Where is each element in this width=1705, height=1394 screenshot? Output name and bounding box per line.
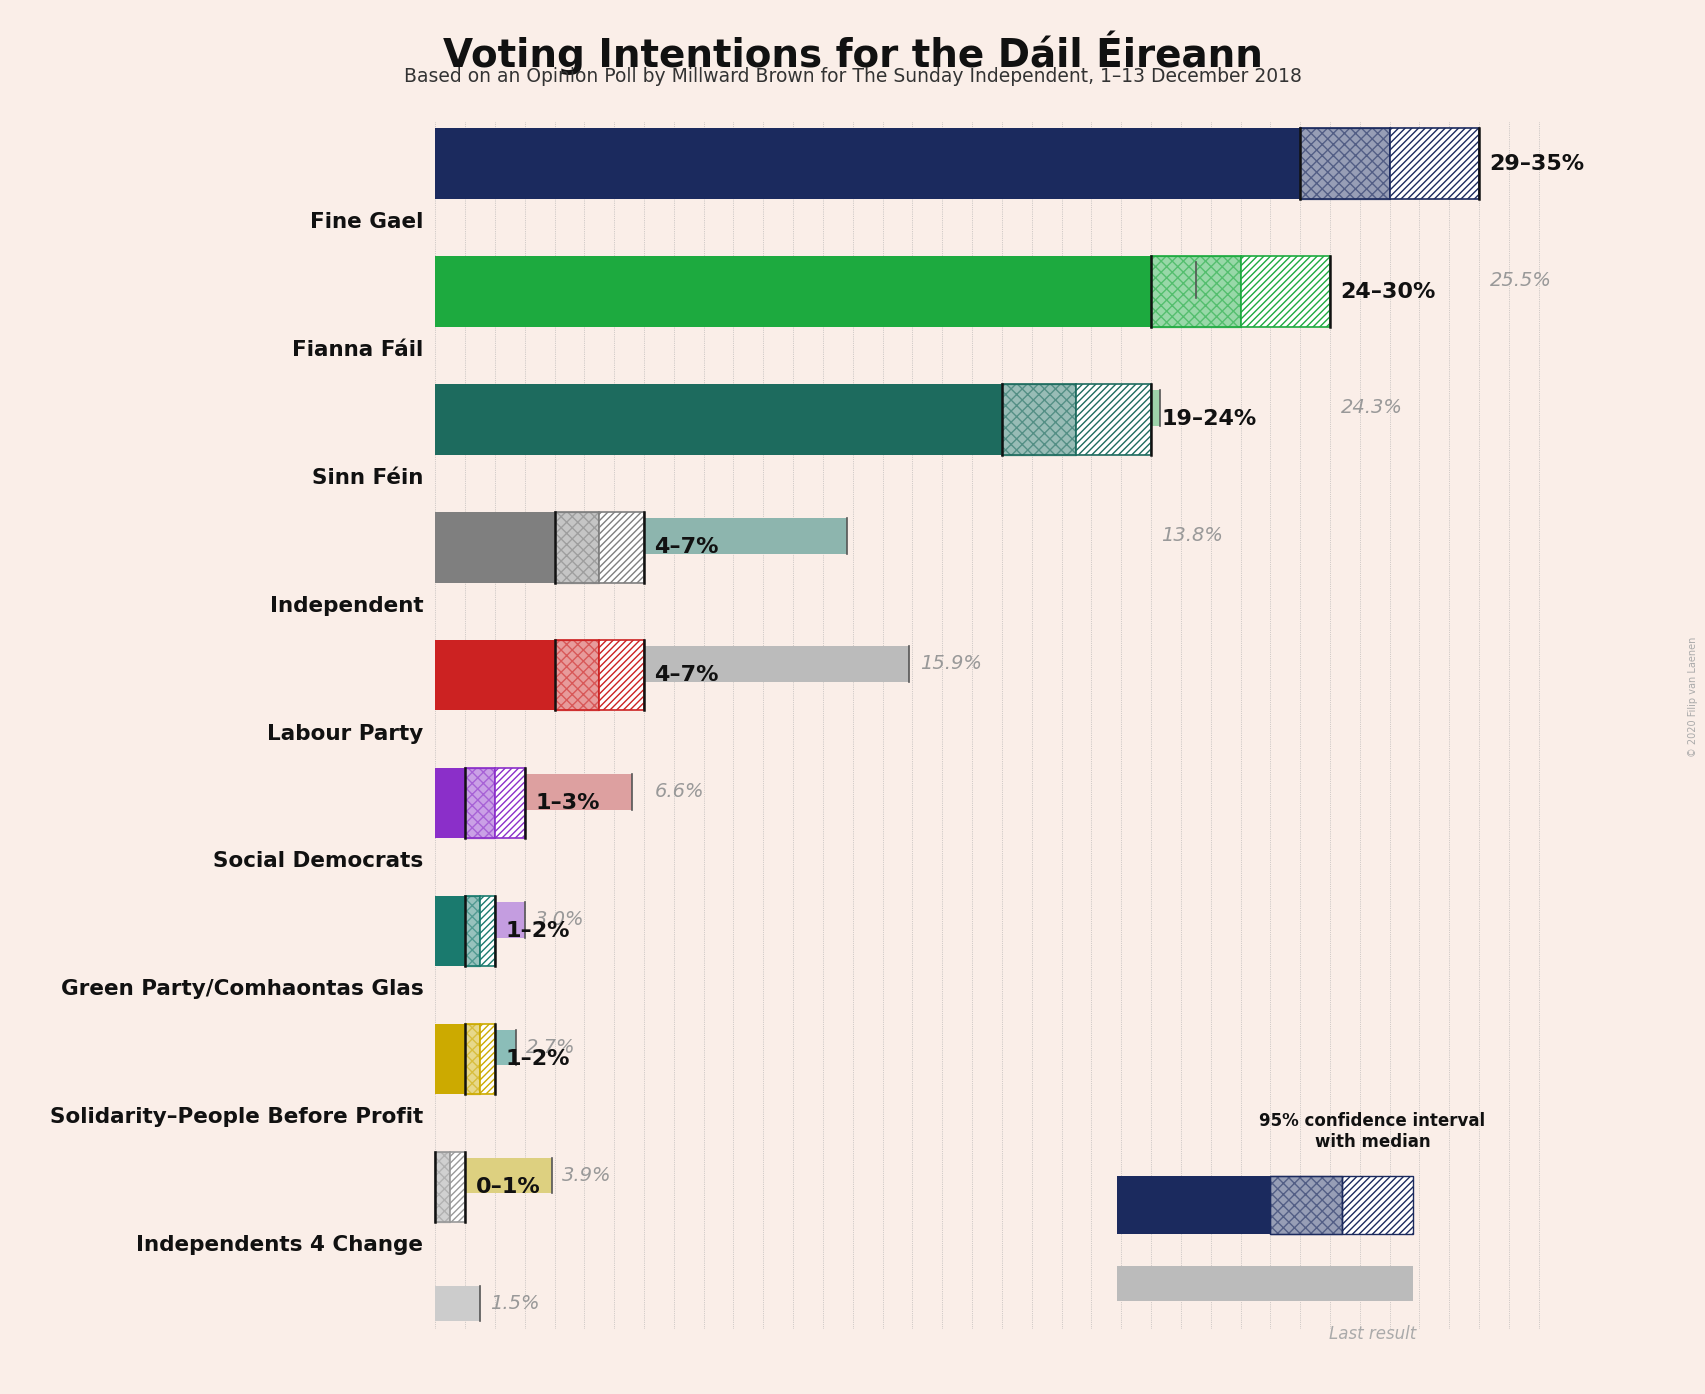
Bar <box>479 896 494 966</box>
Bar <box>435 645 909 682</box>
Text: © 2020 Filip van Laenen: © 2020 Filip van Laenen <box>1688 637 1698 757</box>
Text: Fine Gael: Fine Gael <box>310 212 423 231</box>
Bar <box>554 512 598 583</box>
Text: 29–35%: 29–35% <box>1490 153 1584 174</box>
Bar <box>1270 1177 1342 1234</box>
Text: Social Democrats: Social Democrats <box>213 852 423 871</box>
Bar <box>450 1151 465 1223</box>
Bar <box>435 512 554 583</box>
Bar <box>465 1025 479 1094</box>
Text: 3.0%: 3.0% <box>535 910 585 930</box>
Bar <box>598 512 644 583</box>
Bar <box>598 640 644 711</box>
Bar <box>465 896 479 966</box>
Bar <box>465 768 494 838</box>
Text: 4–7%: 4–7% <box>655 665 720 686</box>
Bar <box>479 1025 494 1094</box>
Bar <box>1301 128 1390 199</box>
Bar <box>435 128 1301 199</box>
Text: 3.9%: 3.9% <box>563 1165 612 1185</box>
Text: Sinn Féin: Sinn Féin <box>312 467 423 488</box>
Text: 19–24%: 19–24% <box>1161 410 1257 429</box>
Bar <box>435 256 1151 326</box>
Bar <box>1003 385 1076 454</box>
Text: 1–3%: 1–3% <box>535 793 600 813</box>
Text: Based on an Opinion Poll by Millward Brown for The Sunday Independent, 1–13 Dece: Based on an Opinion Poll by Millward Bro… <box>404 67 1301 86</box>
Bar <box>465 896 479 966</box>
Bar <box>435 262 1195 298</box>
Bar <box>465 1025 479 1094</box>
Bar <box>435 519 847 553</box>
Bar <box>465 896 479 966</box>
Text: Solidarity–People Before Profit: Solidarity–People Before Profit <box>49 1107 423 1128</box>
Bar <box>1003 385 1076 454</box>
Text: 15.9%: 15.9% <box>921 654 982 673</box>
Bar <box>435 1151 450 1223</box>
Bar <box>494 768 525 838</box>
Text: 13.8%: 13.8% <box>1161 527 1224 545</box>
Bar <box>554 512 598 583</box>
Bar <box>1390 128 1480 199</box>
Bar <box>435 385 1003 454</box>
Bar <box>1270 1177 1342 1234</box>
Text: 95% confidence interval
with median: 95% confidence interval with median <box>1260 1112 1485 1150</box>
Text: 24.3%: 24.3% <box>1340 399 1402 417</box>
Bar <box>1003 385 1076 454</box>
Bar <box>554 640 598 711</box>
Bar <box>435 640 554 711</box>
Bar <box>435 1285 479 1322</box>
Text: Green Party/Comhaontas Glas: Green Party/Comhaontas Glas <box>60 980 423 999</box>
Bar <box>554 640 598 711</box>
Text: 1.5%: 1.5% <box>491 1294 540 1313</box>
Bar <box>1151 256 1241 326</box>
Text: Independent: Independent <box>269 595 423 616</box>
Text: 1–2%: 1–2% <box>505 921 569 941</box>
Text: 25.5%: 25.5% <box>1490 270 1552 290</box>
Bar <box>435 1030 515 1065</box>
Bar <box>465 768 494 838</box>
Bar <box>435 390 1159 425</box>
Bar <box>554 512 598 583</box>
Bar <box>465 768 494 838</box>
Bar <box>1151 256 1241 326</box>
Bar <box>435 1151 450 1223</box>
Bar <box>1301 128 1390 199</box>
Text: 4–7%: 4–7% <box>655 537 720 558</box>
Bar <box>1270 1177 1342 1234</box>
Bar <box>435 902 525 938</box>
Bar <box>1117 1266 1413 1302</box>
Bar <box>1151 256 1241 326</box>
Text: 1–2%: 1–2% <box>505 1050 569 1069</box>
Text: Independents 4 Change: Independents 4 Change <box>136 1235 423 1255</box>
Text: 2.7%: 2.7% <box>527 1039 576 1057</box>
Text: Fianna Fáil: Fianna Fáil <box>292 340 423 360</box>
Bar <box>435 768 465 838</box>
Text: 24–30%: 24–30% <box>1340 282 1436 301</box>
Bar <box>435 774 633 810</box>
Bar <box>1241 256 1330 326</box>
Bar <box>435 1157 551 1193</box>
Text: Last result: Last result <box>1328 1326 1417 1344</box>
Text: 0–1%: 0–1% <box>476 1177 540 1197</box>
Text: 6.6%: 6.6% <box>655 782 704 802</box>
Bar <box>435 1025 465 1094</box>
Bar <box>1117 1177 1270 1234</box>
Text: Labour Party: Labour Party <box>268 723 423 743</box>
Text: Voting Intentions for the Dáil Éireann: Voting Intentions for the Dáil Éireann <box>443 31 1262 75</box>
Bar <box>1301 128 1390 199</box>
Bar <box>1342 1177 1413 1234</box>
Bar <box>554 640 598 711</box>
Bar <box>435 896 465 966</box>
Bar <box>435 1151 450 1223</box>
Bar <box>1076 385 1151 454</box>
Bar <box>465 1025 479 1094</box>
